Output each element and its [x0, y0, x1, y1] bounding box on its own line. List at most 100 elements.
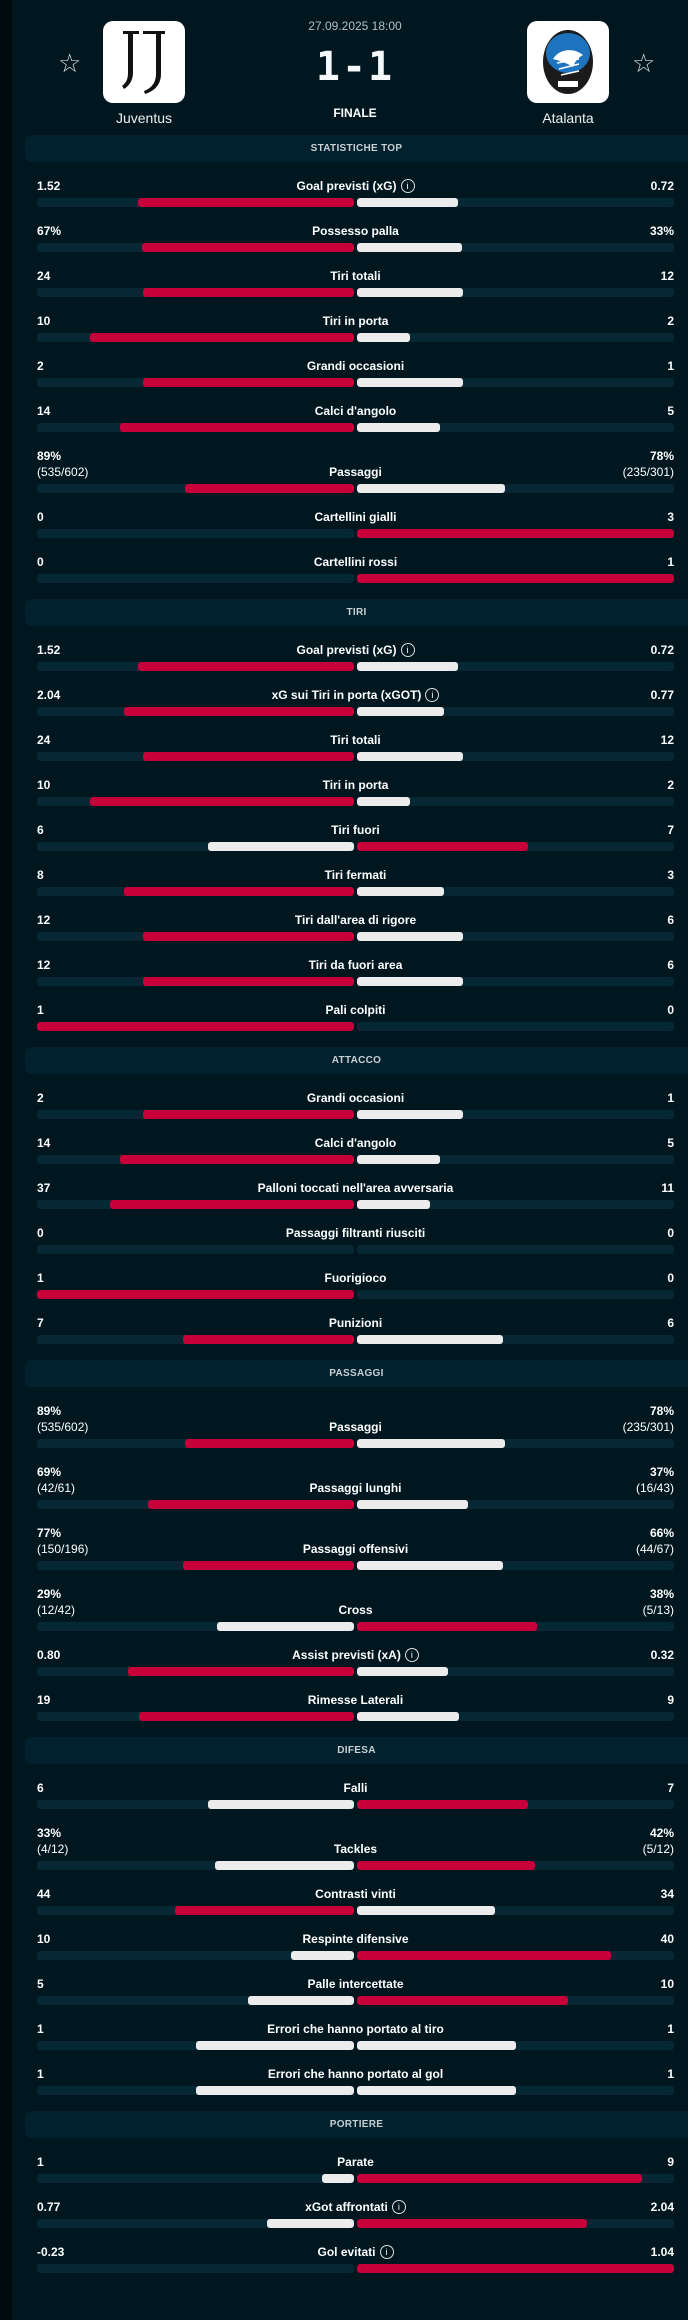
away-bar-track	[357, 662, 674, 671]
away-value-group: 42% (5/12)	[643, 1825, 674, 1857]
away-value: 1	[667, 359, 674, 373]
away-bar-fill	[357, 797, 410, 806]
stat-label: Rimesse Laterali	[307, 1693, 404, 1707]
stat-label: Tiri totali	[330, 733, 381, 747]
home-value-group: 1	[37, 1270, 44, 1286]
stat-label-group: Cartellini rossi	[37, 554, 674, 570]
away-value-group: 78% (235/301)	[623, 448, 674, 480]
home-bar-track	[37, 1155, 354, 1164]
stat-label-group: Parate	[37, 2154, 674, 2170]
home-value: 69%	[37, 1465, 62, 1479]
away-value: 6	[667, 958, 674, 972]
home-bar-fill	[142, 378, 354, 387]
favorite-away-star-icon[interactable]: ☆	[632, 48, 656, 78]
away-bar-track	[357, 1439, 674, 1448]
comparison-bar	[37, 288, 674, 297]
home-bar-fill	[109, 1200, 354, 1209]
stat-row-palloni-toccati-nell-area-avversaria: 37 Palloni toccati nell'area avversaria 11	[37, 1180, 674, 1209]
info-icon[interactable]: i	[400, 179, 415, 193]
stat-row-grandi-occasioni: 2 Grandi occasioni 1	[37, 358, 674, 387]
away-value: 0.32	[650, 1648, 674, 1662]
home-value-group: 0.77	[37, 2199, 60, 2215]
home-team-name[interactable]: Juventus	[115, 110, 173, 126]
stat-label-group: Palloni toccati nell'area avversaria	[37, 1180, 674, 1196]
info-icon[interactable]: i	[400, 643, 415, 657]
home-value-detail: (4/12)	[37, 1842, 69, 1856]
comparison-bar	[37, 423, 674, 432]
stat-text: 0.77 xGot affrontati i 2.04	[37, 2199, 674, 2215]
home-bar-track	[37, 1906, 354, 1915]
info-icon[interactable]: i	[391, 2200, 406, 2214]
home-value-group: 29% (12/42)	[37, 1586, 75, 1618]
away-value: 66%	[649, 1526, 674, 1540]
home-value: 89%	[37, 449, 62, 463]
away-team-name[interactable]: Atalanta	[542, 110, 594, 126]
home-value: 2	[37, 1091, 44, 1105]
home-value-group: 89% (535/602)	[37, 448, 88, 480]
stat-label: Calci d'angolo	[314, 1136, 397, 1150]
home-value: 67%	[37, 224, 62, 238]
away-bar-track	[357, 1022, 674, 1031]
away-value: 1	[667, 2022, 674, 2036]
away-value-group: 7	[667, 1780, 674, 1796]
stat-label: Goal previsti (xG)	[296, 643, 397, 657]
stat-row-cartellini-gialli: 0 Cartellini gialli 3	[37, 509, 674, 538]
away-value-group: 6	[667, 1315, 674, 1331]
stat-label: Calci d'angolo	[314, 404, 397, 418]
stat-row-calci-d-angolo: 14 Calci d'angolo 5	[37, 403, 674, 432]
juventus-logo[interactable]	[103, 21, 185, 103]
away-value-detail: (235/301)	[622, 465, 674, 479]
stat-row-goal-previsti-xg: 1.52 Goal previsti (xG) i 0.72	[37, 178, 674, 207]
home-value-group: 19	[37, 1692, 50, 1708]
comparison-bar	[37, 1861, 674, 1870]
stat-label: Passaggi	[329, 465, 382, 479]
comparison-bar	[37, 333, 674, 342]
away-bar-track	[357, 1561, 674, 1570]
stat-row-falli: 6 Falli 7	[37, 1780, 674, 1809]
away-bar-fill	[357, 333, 410, 342]
stat-text: 33% (4/12) Tackles 42% (5/12)	[37, 1825, 674, 1857]
home-bar-fill	[120, 1155, 354, 1164]
stat-label-group: Tiri in porta	[37, 777, 674, 793]
stat-row-rimesse-laterali: 19 Rimesse Laterali 9	[37, 1692, 674, 1721]
info-icon[interactable]: i	[425, 688, 440, 702]
home-value-detail: (535/602)	[37, 1420, 89, 1434]
favorite-home-star-icon[interactable]: ☆	[58, 48, 82, 78]
away-value-group: 0.32	[651, 1647, 674, 1663]
stat-label: Pali colpiti	[325, 1003, 386, 1017]
match-header: ☆ Juventus 27.09.2025 18:00 1-1 FINALE A…	[0, 0, 688, 135]
info-icon[interactable]: i	[404, 1648, 419, 1662]
info-icon[interactable]: i	[379, 2245, 394, 2259]
stat-label-group: Tiri da fuori area	[37, 957, 674, 973]
comparison-bar	[37, 1996, 674, 2005]
home-bar-fill	[142, 752, 354, 761]
stat-label: Possesso palla	[312, 224, 399, 238]
home-value: 1.52	[37, 643, 61, 657]
away-bar-track	[357, 484, 674, 493]
home-bar-track	[37, 1861, 354, 1870]
home-value-group: 2	[37, 358, 44, 374]
away-value-group: 1	[667, 2066, 674, 2082]
home-bar-track	[37, 1667, 354, 1676]
home-value: 8	[37, 868, 44, 882]
stat-row-tiri-in-porta: 10 Tiri in porta 2	[37, 777, 674, 806]
away-bar-track	[357, 423, 674, 432]
away-value: 0.77	[650, 688, 674, 702]
away-value-group: 38% (5/13)	[643, 1586, 674, 1618]
home-value: 10	[37, 1932, 51, 1946]
stat-text: 12 Tiri dall'area di rigore 6	[37, 912, 674, 928]
home-value-detail: (42/61)	[37, 1481, 76, 1495]
home-value-group: 14	[37, 403, 50, 419]
home-value: 10	[37, 778, 51, 792]
home-bar-fill	[141, 243, 354, 252]
home-bar-track	[37, 1500, 354, 1509]
away-bar-track	[357, 752, 674, 761]
away-value: 0	[667, 1003, 674, 1017]
stat-text: 10 Tiri in porta 2	[37, 313, 674, 329]
section-statistiche-top: STATISTICHE TOP 1.52 Goal previsti (xG) i 0.…	[0, 135, 688, 583]
stat-text: 0 Cartellini gialli 3	[37, 509, 674, 525]
away-value-group: 6	[667, 957, 674, 973]
atalanta-logo[interactable]	[527, 21, 609, 103]
section-tiri: TIRI 1.52 Goal previsti (xG) i 0.72 2.04 xG su…	[0, 599, 688, 1031]
comparison-bar	[37, 574, 674, 583]
